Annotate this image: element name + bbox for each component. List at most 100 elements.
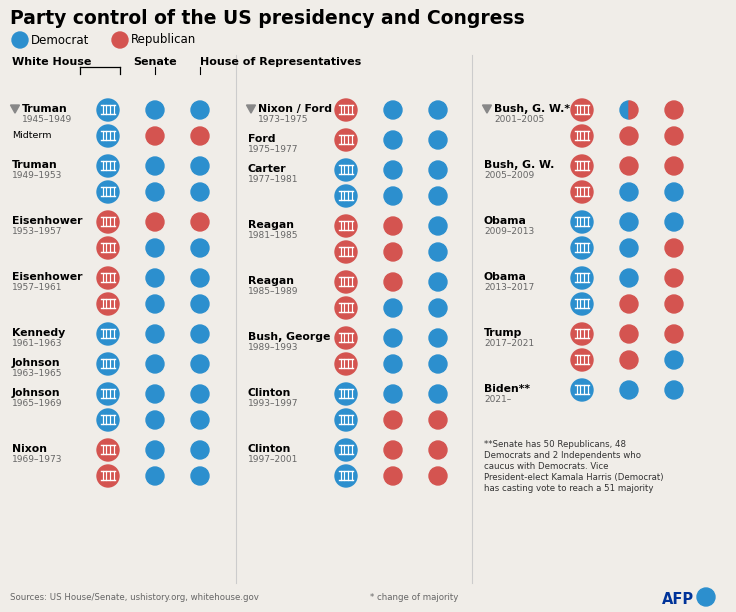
Text: House of Representatives: House of Representatives [200, 57, 361, 67]
Text: 2005–2009: 2005–2009 [484, 171, 534, 180]
Circle shape [620, 325, 638, 343]
Circle shape [97, 237, 119, 259]
Circle shape [665, 295, 683, 313]
Text: Obama: Obama [484, 216, 527, 226]
Circle shape [665, 239, 683, 257]
Circle shape [665, 325, 683, 343]
Circle shape [97, 293, 119, 315]
Circle shape [335, 409, 357, 431]
Text: 1963–1965: 1963–1965 [12, 369, 63, 378]
Circle shape [97, 99, 119, 121]
Text: 1975–1977: 1975–1977 [248, 145, 299, 154]
Text: 1969–1973: 1969–1973 [12, 455, 63, 464]
Circle shape [191, 355, 209, 373]
Circle shape [384, 355, 402, 373]
Text: 2009–2013: 2009–2013 [484, 227, 534, 236]
Circle shape [97, 267, 119, 289]
Circle shape [665, 127, 683, 145]
Circle shape [146, 127, 164, 145]
Circle shape [571, 125, 593, 147]
Text: Nixon / Ford: Nixon / Ford [258, 104, 332, 114]
Circle shape [335, 159, 357, 181]
Circle shape [335, 99, 357, 121]
Text: Ford: Ford [248, 134, 275, 144]
Circle shape [429, 411, 447, 429]
Text: Senate: Senate [133, 57, 177, 67]
Text: caucus with Democrats. Vice: caucus with Democrats. Vice [484, 462, 609, 471]
Circle shape [146, 467, 164, 485]
Circle shape [429, 101, 447, 119]
Circle shape [384, 467, 402, 485]
Circle shape [335, 353, 357, 375]
Circle shape [335, 439, 357, 461]
Text: Sources: US House/Senate, ushistory.org, whitehouse.gov: Sources: US House/Senate, ushistory.org,… [10, 592, 259, 602]
Circle shape [571, 99, 593, 121]
Text: Republican: Republican [131, 34, 197, 47]
Circle shape [146, 213, 164, 231]
Text: Nixon: Nixon [12, 444, 47, 454]
Circle shape [620, 381, 638, 399]
Text: Truman: Truman [22, 104, 68, 114]
Circle shape [571, 211, 593, 233]
Text: Biden**: Biden** [484, 384, 530, 394]
Circle shape [384, 385, 402, 403]
Circle shape [384, 131, 402, 149]
Circle shape [429, 161, 447, 179]
Text: 2013–2017: 2013–2017 [484, 283, 534, 292]
Text: Party control of the US presidency and Congress: Party control of the US presidency and C… [10, 9, 525, 28]
Text: 1965–1969: 1965–1969 [12, 399, 63, 408]
Circle shape [620, 157, 638, 175]
Circle shape [97, 353, 119, 375]
Text: 1949–1953: 1949–1953 [12, 171, 63, 180]
Circle shape [97, 125, 119, 147]
Text: Obama: Obama [484, 272, 527, 282]
Circle shape [97, 439, 119, 461]
Circle shape [384, 161, 402, 179]
Text: 1961–1963: 1961–1963 [12, 339, 63, 348]
Circle shape [665, 183, 683, 201]
Circle shape [335, 185, 357, 207]
Circle shape [97, 211, 119, 233]
Circle shape [97, 465, 119, 487]
Circle shape [97, 383, 119, 405]
Circle shape [620, 295, 638, 313]
Text: Clinton: Clinton [248, 444, 291, 454]
Circle shape [384, 299, 402, 317]
Text: President-elect Kamala Harris (Democrat): President-elect Kamala Harris (Democrat) [484, 473, 663, 482]
Circle shape [665, 101, 683, 119]
Text: 1981–1985: 1981–1985 [248, 231, 299, 240]
Circle shape [146, 183, 164, 201]
Circle shape [571, 155, 593, 177]
Text: 2001–2005: 2001–2005 [494, 115, 544, 124]
Text: * change of majority: * change of majority [370, 592, 459, 602]
Text: 1953–1957: 1953–1957 [12, 227, 63, 236]
Text: Clinton: Clinton [248, 388, 291, 398]
Circle shape [191, 467, 209, 485]
Circle shape [620, 183, 638, 201]
Circle shape [146, 411, 164, 429]
Circle shape [191, 269, 209, 287]
Wedge shape [629, 101, 638, 119]
Text: Truman: Truman [12, 160, 57, 170]
Text: Democrat: Democrat [31, 34, 89, 47]
Circle shape [191, 441, 209, 459]
Circle shape [146, 441, 164, 459]
Circle shape [665, 351, 683, 369]
Text: 1989–1993: 1989–1993 [248, 343, 299, 352]
Text: 1973–1975: 1973–1975 [258, 115, 308, 124]
Circle shape [97, 409, 119, 431]
Circle shape [191, 183, 209, 201]
Circle shape [335, 383, 357, 405]
Circle shape [191, 239, 209, 257]
Circle shape [146, 101, 164, 119]
Circle shape [620, 269, 638, 287]
Circle shape [97, 323, 119, 345]
Circle shape [191, 325, 209, 343]
Text: **Senate has 50 Republicans, 48: **Senate has 50 Republicans, 48 [484, 440, 626, 449]
Circle shape [429, 385, 447, 403]
Wedge shape [620, 101, 629, 119]
Text: Midterm: Midterm [12, 132, 52, 141]
Circle shape [335, 241, 357, 263]
Circle shape [384, 273, 402, 291]
Circle shape [335, 465, 357, 487]
